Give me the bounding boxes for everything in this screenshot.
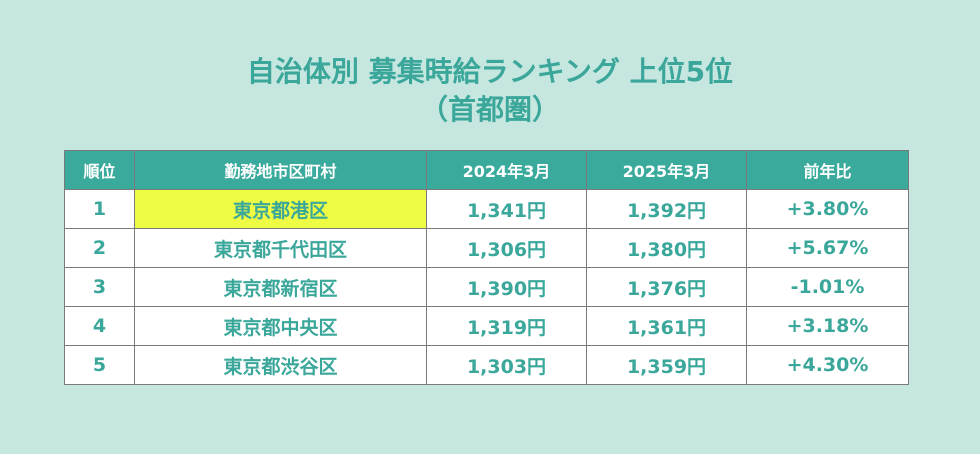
header-2025: 2025年3月 (586, 150, 747, 190)
cell-2025: 1,359円 (586, 345, 747, 385)
cell-2025: 1,376円 (586, 267, 747, 307)
cell-rank: 2 (64, 228, 135, 268)
cell-2024: 1,319円 (426, 306, 587, 346)
cell-change: +3.80% (746, 189, 909, 229)
cell-2024: 1,390円 (426, 267, 587, 307)
cell-2024: 1,341円 (426, 189, 587, 229)
cell-2024: 1,303円 (426, 345, 587, 385)
table-row: 1 東京都港区 1,341円 1,392円 +3.80% (64, 189, 909, 229)
cell-rank: 4 (64, 306, 135, 346)
cell-change: +4.30% (746, 345, 909, 385)
header-2024: 2024年3月 (426, 150, 587, 190)
cell-rank: 3 (64, 267, 135, 307)
table-header-row: 順位 勤務地市区町村 2024年3月 2025年3月 前年比 (64, 150, 909, 190)
cell-area: 東京都千代田区 (134, 228, 427, 268)
cell-2025: 1,392円 (586, 189, 747, 229)
cell-2025: 1,361円 (586, 306, 747, 346)
cell-change: +3.18% (746, 306, 909, 346)
header-area: 勤務地市区町村 (134, 150, 427, 190)
cell-area: 東京都中央区 (134, 306, 427, 346)
cell-2024: 1,306円 (426, 228, 587, 268)
table-row: 5 東京都渋谷区 1,303円 1,359円 +4.30% (64, 345, 909, 385)
cell-change: -1.01% (746, 267, 909, 307)
cell-2025: 1,380円 (586, 228, 747, 268)
cell-area: 東京都新宿区 (134, 267, 427, 307)
cell-area: 東京都渋谷区 (134, 345, 427, 385)
table-row: 4 東京都中央区 1,319円 1,361円 +3.18% (64, 306, 909, 346)
header-rank: 順位 (64, 150, 135, 190)
table-row: 2 東京都千代田区 1,306円 1,380円 +5.67% (64, 228, 909, 268)
page-subtitle: （首都圏） (419, 93, 560, 126)
cell-rank: 1 (64, 189, 135, 229)
cell-change: +5.67% (746, 228, 909, 268)
header-change: 前年比 (746, 150, 909, 190)
ranking-table: 順位 勤務地市区町村 2024年3月 2025年3月 前年比 1 東京都港区 1… (64, 150, 909, 385)
cell-rank: 5 (64, 345, 135, 385)
table-row: 3 東京都新宿区 1,390円 1,376円 -1.01% (64, 267, 909, 307)
cell-area: 東京都港区 (134, 189, 427, 229)
page-title: 自治体別 募集時給ランキング 上位5位 (246, 55, 734, 88)
